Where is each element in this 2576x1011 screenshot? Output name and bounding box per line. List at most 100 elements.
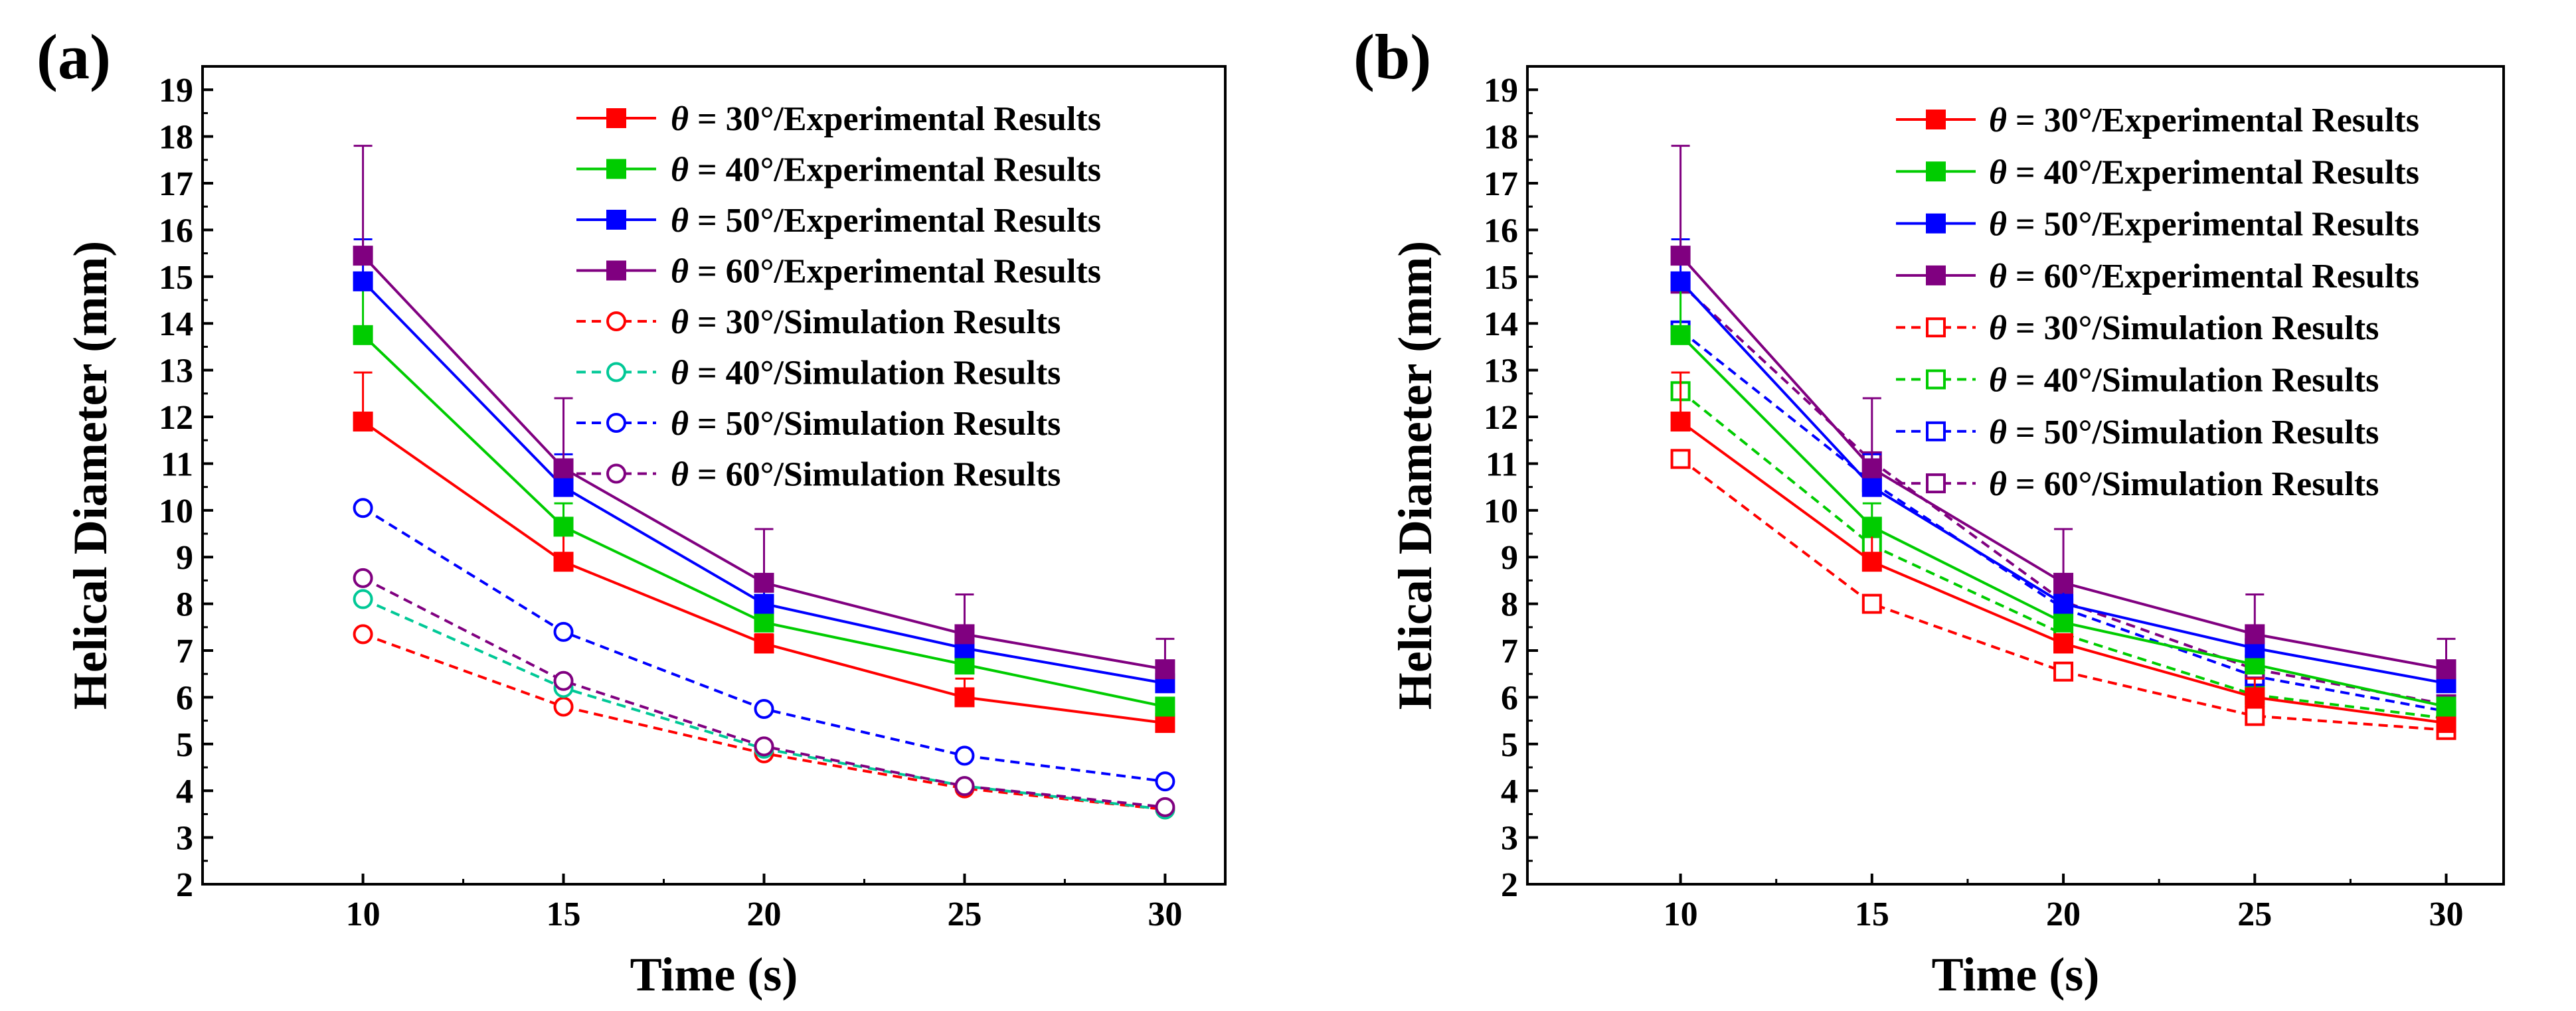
legend-swatch-marker (1926, 421, 1946, 441)
legend-item: θ = 30°/Experimental Results (1896, 102, 2419, 139)
legend-label: θ = 40°/Experimental Results (671, 151, 1101, 189)
x-tick-label: 15 (1855, 895, 1889, 933)
data-point (2245, 624, 2265, 645)
y-tick-label: 3 (1501, 820, 1518, 858)
legend-label-text: = 30°/Experimental Results (689, 100, 1101, 138)
legend-label-symbol: θ (1989, 153, 2007, 191)
legend-label: θ = 50°/Simulation Results (1989, 414, 2379, 451)
x-tick-label: 20 (746, 895, 781, 933)
data-point (754, 612, 774, 633)
data-point (1861, 593, 1882, 614)
series-experimental-2 (1670, 238, 2456, 694)
y-tick-label: 16 (159, 212, 193, 250)
legend-item: θ = 60°/Experimental Results (1896, 258, 2419, 295)
legend-item: θ = 30°/Simulation Results (1896, 309, 2379, 347)
data-point (2053, 593, 2074, 614)
legend-label-text: = 30°/Simulation Results (2007, 309, 2379, 347)
legend-label-text: = 30°/Experimental Results (2007, 102, 2419, 139)
y-tick-label: 19 (1484, 72, 1518, 110)
legend-label: θ = 50°/Simulation Results (671, 405, 1061, 443)
data-point (1155, 797, 1175, 817)
legend-label-symbol: θ (671, 303, 689, 341)
data-point (353, 325, 373, 345)
legend-label-text: = 60°/Experimental Results (2007, 258, 2419, 295)
legend-swatch-marker (1926, 161, 1946, 182)
data-point (954, 776, 975, 797)
chart-panel-b: (b) 2 3 4 5 6 7 8 9 10 11 12 13 14 15 16 17 18 19 10 15 20 25 3… (1353, 21, 2505, 1001)
legend-label: θ = 40°/Simulation Results (1989, 362, 2379, 400)
legend-label-text: = 40°/Experimental Results (2007, 153, 2419, 191)
data-point (2053, 633, 2074, 654)
series-line (362, 633, 1165, 811)
legend-item: θ = 30°/Simulation Results (576, 303, 1061, 341)
data-point (954, 687, 975, 708)
legend-label-symbol: θ (1989, 258, 2007, 295)
data-point (553, 696, 574, 717)
y-tick-label: 18 (159, 119, 193, 157)
legend-swatch-marker (606, 311, 626, 331)
y-tick-label: 13 (1484, 352, 1518, 390)
y-tick-label: 15 (1484, 259, 1518, 297)
legend-item: θ = 50°/Experimental Results (1896, 206, 2419, 244)
y-tick-label: 19 (159, 72, 193, 110)
legend-label-symbol: θ (671, 151, 689, 189)
chart-panel-a: (a) 2 3 4 5 6 7 8 9 10 11 12 13 14 15 16 17 18 19 10 15 20 25 3… (37, 21, 1227, 1001)
legend-label-symbol: θ (671, 456, 689, 494)
data-point (754, 736, 774, 757)
y-tick-label: 4 (1501, 773, 1518, 811)
x-tick-label: 30 (1148, 895, 1182, 933)
data-point (353, 498, 373, 518)
y-tick-label: 11 (1486, 445, 1518, 483)
data-point (353, 412, 373, 432)
data-point (954, 624, 975, 645)
data-point (553, 516, 574, 537)
legend-label-text: = 40°/Simulation Results (2007, 362, 2379, 400)
x-tick-label: 10 (346, 895, 381, 933)
x-tick-label: 30 (2429, 895, 2464, 933)
legend-label: θ = 30°/Experimental Results (671, 100, 1101, 138)
series-line (1679, 282, 2447, 706)
y-tick-label: 8 (176, 586, 193, 624)
y-tick-label: 2 (176, 866, 193, 904)
data-point (1670, 449, 1691, 469)
series-experimental-3 (353, 145, 1175, 680)
y-tick-label: 6 (1501, 679, 1518, 717)
plot-frame (201, 65, 1227, 886)
legend-item: θ = 40°/Experimental Results (1896, 153, 2419, 191)
legend-label-symbol: θ (1989, 414, 2007, 451)
data-point (754, 699, 774, 719)
legend-swatch-marker (606, 260, 626, 281)
series-experimental-0 (353, 371, 1175, 734)
y-tick-label: 7 (176, 633, 193, 670)
legend-item: θ = 50°/Experimental Results (576, 202, 1101, 240)
x-tick-label: 10 (1664, 895, 1698, 933)
legend-label: θ = 30°/Simulation Results (1989, 309, 2379, 347)
panel-label: (a) (37, 21, 111, 92)
data-point (353, 568, 373, 588)
y-tick-label: 5 (176, 726, 193, 764)
x-tick-label: 15 (547, 895, 581, 933)
legend-label: θ = 50°/Experimental Results (671, 202, 1101, 240)
series-simulation-7 (353, 568, 1175, 817)
y-tick-label: 2 (1501, 866, 1518, 904)
legend-label: θ = 60°/Simulation Results (671, 456, 1061, 494)
y-tick-label: 7 (1501, 633, 1518, 670)
x-tick-label: 20 (2046, 895, 2081, 933)
series-experimental-0 (1670, 371, 2456, 734)
legend-swatch-marker (1926, 110, 1946, 129)
data-point (954, 745, 975, 766)
data-point (2053, 612, 2074, 633)
legend-label-text: = 40°/Simulation Results (689, 354, 1061, 392)
legend-label-symbol: θ (1989, 362, 2007, 400)
panel-label: (b) (1353, 21, 1431, 92)
legend-swatch-marker (606, 108, 626, 128)
data-point (754, 593, 774, 614)
data-point (2053, 572, 2074, 593)
data-point (754, 572, 774, 593)
legend-swatch-marker (606, 159, 626, 179)
legend-item: θ = 40°/Simulation Results (576, 354, 1061, 392)
legend-swatch-marker (606, 210, 626, 230)
data-point (1861, 458, 1882, 479)
legend-item: θ = 50°/Simulation Results (576, 405, 1061, 443)
